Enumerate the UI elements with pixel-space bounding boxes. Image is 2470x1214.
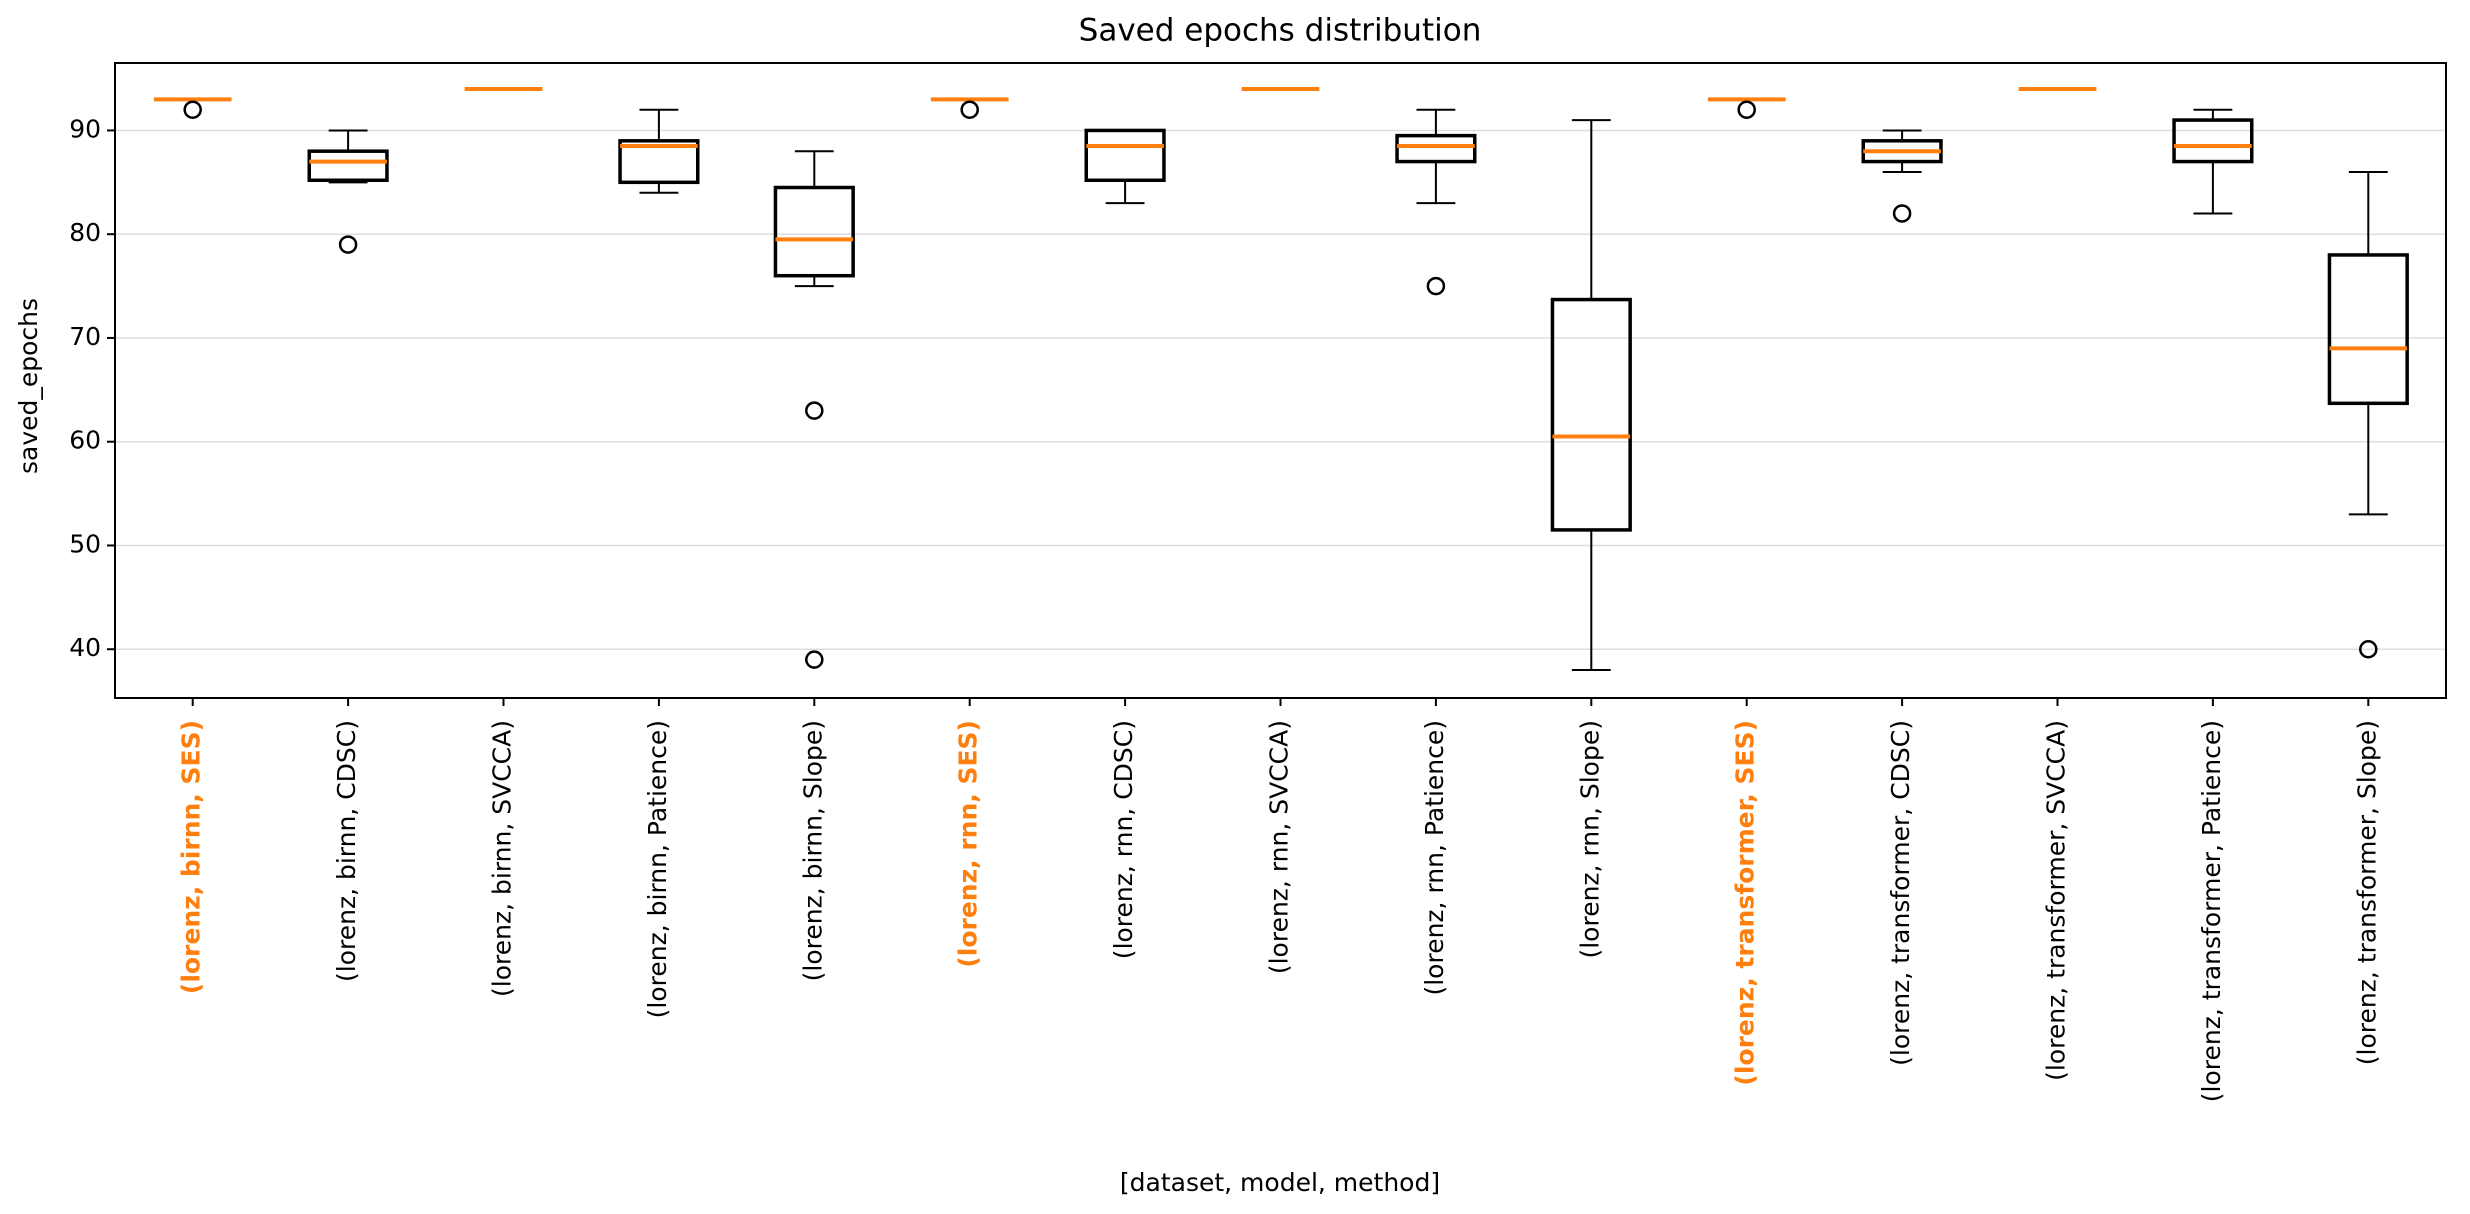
x-tick-label: (lorenz, transformer, Slope)	[2352, 720, 2381, 1065]
outlier	[960, 100, 979, 119]
x-tick-label: (lorenz, transformer, SES)	[1731, 720, 1760, 1086]
box	[2327, 253, 2409, 406]
outlier	[2359, 639, 2378, 659]
outlier	[1892, 204, 1912, 223]
y-tick-label: 80	[69, 218, 101, 247]
box	[618, 139, 700, 185]
y-axis-label: saved_epochs	[14, 298, 43, 474]
x-tick-label: (lorenz, transformer, Patience)	[2197, 720, 2226, 1102]
x-tick-label: (lorenz, birnn, CDSC)	[332, 720, 361, 982]
x-tick-label: (lorenz, transformer, CDSC)	[1886, 720, 1915, 1066]
grid	[115, 129, 2446, 650]
box	[1550, 297, 1632, 532]
outlier	[1737, 100, 1756, 119]
x-tick-label: (lorenz, birnn, SES)	[177, 720, 206, 994]
x-tick-label: (lorenz, rnn, SES)	[954, 720, 983, 968]
x-tick-label: (lorenz, rnn, CDSC)	[1109, 720, 1138, 959]
y-tick-label: 90	[69, 114, 101, 143]
chart-title: Saved epochs distribution	[1079, 13, 1482, 49]
outlier	[805, 650, 824, 669]
y-tick-label: 60	[69, 426, 101, 455]
x-tick-label: (lorenz, rnn, SVCCA)	[1265, 720, 1294, 974]
y-tick-label: 70	[69, 322, 101, 351]
x-tick-label: (lorenz, rnn, Slope)	[1575, 720, 1604, 959]
box	[773, 185, 855, 278]
x-axis-label: [dataset, model, method]	[1120, 1168, 1440, 1197]
box	[1084, 128, 1166, 182]
box	[1395, 133, 1477, 164]
outlier	[338, 235, 358, 254]
plot-area: 40 50 60 70 80 90 (lorenz, birnn, SES) (lorenz,…	[69, 86, 2409, 1102]
x-tick-label: (lorenz, transformer, SVCCA)	[2042, 720, 2071, 1081]
outlier	[805, 401, 824, 420]
x-tick-label: (lorenz, birnn, Slope)	[798, 720, 827, 981]
box	[2172, 118, 2254, 164]
y-tick-label: 40	[69, 633, 101, 662]
x-tick-label: (lorenz, rnn, Patience)	[1420, 720, 1449, 996]
y-tick-label: 50	[69, 529, 101, 558]
box	[307, 149, 389, 182]
outlier	[183, 100, 202, 119]
outlier	[1426, 276, 1446, 296]
axes-frame	[114, 62, 2447, 699]
x-tick-label: (lorenz, birnn, SVCCA)	[488, 720, 517, 997]
x-tick-label: (lorenz, birnn, Patience)	[643, 720, 672, 1018]
